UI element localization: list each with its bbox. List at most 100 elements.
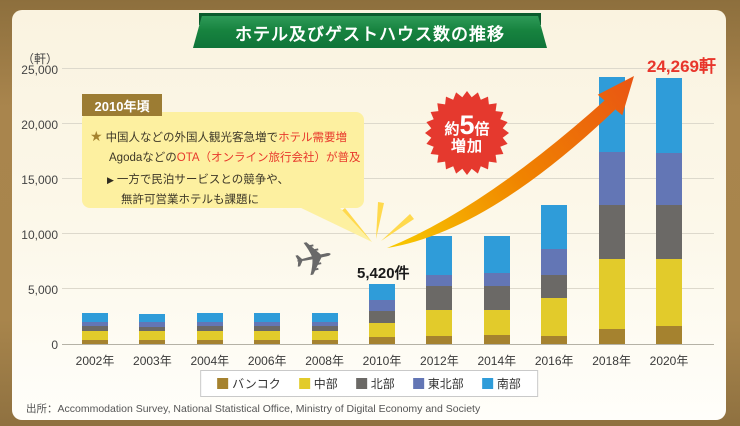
x-tick-label: 2006年 bbox=[247, 354, 287, 368]
bar-segment-中部 bbox=[196, 331, 223, 341]
bar-segment-中部 bbox=[426, 310, 453, 336]
annotation-bubble: ★ 中国人などの外国人観光客急増でホテル需要増 AgodaなどのOTA（オンライン… bbox=[82, 112, 364, 208]
legend: バンコク 中部 北部 東北部 南部 bbox=[200, 370, 538, 397]
bar-segment-南部 bbox=[311, 313, 338, 322]
x-tick-label: 2016年 bbox=[534, 354, 574, 368]
annotation-line-3: ▶ 一方で民泊サービスとの競争や、 bbox=[107, 174, 289, 186]
bar-segment-中部 bbox=[82, 331, 108, 341]
y-tick-label: 20,000 bbox=[21, 118, 58, 132]
bar-segment-中部 bbox=[541, 297, 568, 336]
y-tick-label: 10,000 bbox=[21, 228, 58, 242]
bar-segment-バンコク bbox=[598, 329, 625, 344]
bar-segment-北部 bbox=[254, 325, 281, 332]
bar-segment-東北部 bbox=[483, 273, 510, 286]
bar-2014年 bbox=[483, 235, 510, 344]
y-tick-label: 5,000 bbox=[27, 283, 58, 297]
bar-segment-南部 bbox=[254, 313, 281, 322]
callout-2010-value: 5,420件 bbox=[357, 265, 410, 282]
bar-segment-東北部 bbox=[656, 153, 682, 205]
bar-segment-東北部 bbox=[82, 322, 108, 327]
legend-item-南部: 南部 bbox=[481, 375, 521, 392]
bar-segment-バンコク bbox=[254, 340, 281, 344]
bar-segment-バンコク bbox=[196, 340, 223, 344]
bar-segment-北部 bbox=[82, 326, 108, 332]
bar-segment-南部 bbox=[426, 235, 453, 275]
gridline-25000 bbox=[62, 68, 714, 69]
x-tick-label: 2003年 bbox=[133, 354, 172, 368]
bar-segment-中部 bbox=[311, 331, 338, 341]
bar-2008年 bbox=[311, 313, 338, 344]
bar-segment-バンコク bbox=[82, 340, 108, 344]
bar-2002年 bbox=[82, 313, 108, 344]
bar-segment-バンコク bbox=[426, 335, 453, 344]
y-tick-label: 15,000 bbox=[21, 173, 58, 187]
bar-segment-東北部 bbox=[598, 151, 625, 206]
bar-segment-バンコク bbox=[483, 335, 510, 344]
bar-segment-東北部 bbox=[254, 321, 281, 326]
bar-2016年 bbox=[541, 204, 568, 344]
bar-segment-バンコク bbox=[369, 337, 395, 344]
annotation-line-4: 無許可営業ホテルも課題に bbox=[121, 194, 259, 206]
bar-segment-北部 bbox=[196, 326, 223, 332]
bar-segment-東北部 bbox=[541, 248, 568, 275]
bar-segment-北部 bbox=[656, 204, 682, 260]
bar-segment-中部 bbox=[656, 259, 682, 326]
bar-2010年 bbox=[369, 284, 395, 344]
legend-swatch-icon bbox=[217, 378, 229, 389]
legend-swatch-icon bbox=[481, 378, 493, 389]
bar-2018年 bbox=[598, 77, 625, 344]
legend-swatch-icon bbox=[298, 378, 310, 389]
bar-segment-中部 bbox=[483, 310, 510, 336]
x-tick-label: 2004年 bbox=[190, 354, 230, 368]
bar-segment-北部 bbox=[311, 326, 338, 332]
bar-2020年 bbox=[656, 78, 682, 344]
x-tick-label: 2002年 bbox=[75, 354, 115, 368]
triangle-bullet-icon: ▶ bbox=[107, 175, 114, 185]
bar-segment-東北部 bbox=[426, 274, 453, 286]
bar-segment-東北部 bbox=[139, 322, 166, 327]
growth-multiplier-text: 約5倍 増加 bbox=[444, 109, 490, 156]
bar-2004年 bbox=[196, 313, 223, 344]
legend-swatch-icon bbox=[412, 378, 424, 389]
bar-segment-東北部 bbox=[196, 322, 223, 327]
bar-segment-南部 bbox=[483, 235, 510, 274]
bar-segment-北部 bbox=[541, 274, 568, 298]
bar-segment-中部 bbox=[139, 331, 166, 341]
y-tick-label: 25,000 bbox=[21, 63, 58, 77]
legend-item-バンコク: バンコク bbox=[217, 375, 281, 392]
bar-segment-北部 bbox=[139, 326, 166, 332]
bar-segment-南部 bbox=[196, 313, 223, 323]
bar-2003年 bbox=[139, 313, 166, 344]
legend-item-東北部: 東北部 bbox=[412, 375, 464, 392]
bar-segment-南部 bbox=[541, 204, 568, 249]
bar-segment-中部 bbox=[254, 331, 281, 341]
bar-2012年 bbox=[426, 235, 453, 344]
callout-peak-value: 24,269軒 bbox=[647, 57, 716, 76]
page-title: ホテル及びゲストハウス数の推移 bbox=[235, 24, 505, 44]
bar-segment-中部 bbox=[369, 323, 395, 338]
bar-2006年 bbox=[254, 313, 281, 344]
bar-segment-中部 bbox=[598, 259, 625, 330]
bar-segment-バンコク bbox=[311, 340, 338, 344]
source-note: 出所：Accommodation Survey, National Statis… bbox=[26, 403, 481, 415]
bar-segment-バンコク bbox=[139, 340, 166, 344]
chart-panel: ホテル及びゲストハウス数の推移 （軒） 2010年頃 ★ 中国人などの外国人観光 bbox=[12, 10, 726, 420]
title-ribbon: ホテル及びゲストハウス数の推移 bbox=[193, 16, 547, 48]
bar-segment-南部 bbox=[598, 77, 625, 152]
bar-segment-東北部 bbox=[369, 300, 395, 312]
annotation-line-2: AgodaなどのOTA（オンライン旅行会社）が普及 bbox=[109, 152, 361, 164]
bar-segment-南部 bbox=[82, 313, 108, 323]
bar-segment-北部 bbox=[483, 285, 510, 311]
legend-item-中部: 中部 bbox=[298, 375, 338, 392]
annotation-line-1: ★ 中国人などの外国人観光客急増でホテル需要増 bbox=[90, 128, 348, 144]
x-tick-label: 2010年 bbox=[362, 354, 402, 368]
x-tick-label: 2018年 bbox=[592, 354, 631, 368]
bar-segment-北部 bbox=[369, 311, 395, 324]
bar-segment-北部 bbox=[426, 285, 453, 311]
bar-segment-バンコク bbox=[656, 325, 682, 344]
legend-swatch-icon bbox=[355, 378, 367, 389]
x-tick-label: 2012年 bbox=[420, 354, 459, 368]
star-icon: ★ bbox=[90, 128, 103, 144]
bar-segment-南部 bbox=[139, 313, 166, 323]
